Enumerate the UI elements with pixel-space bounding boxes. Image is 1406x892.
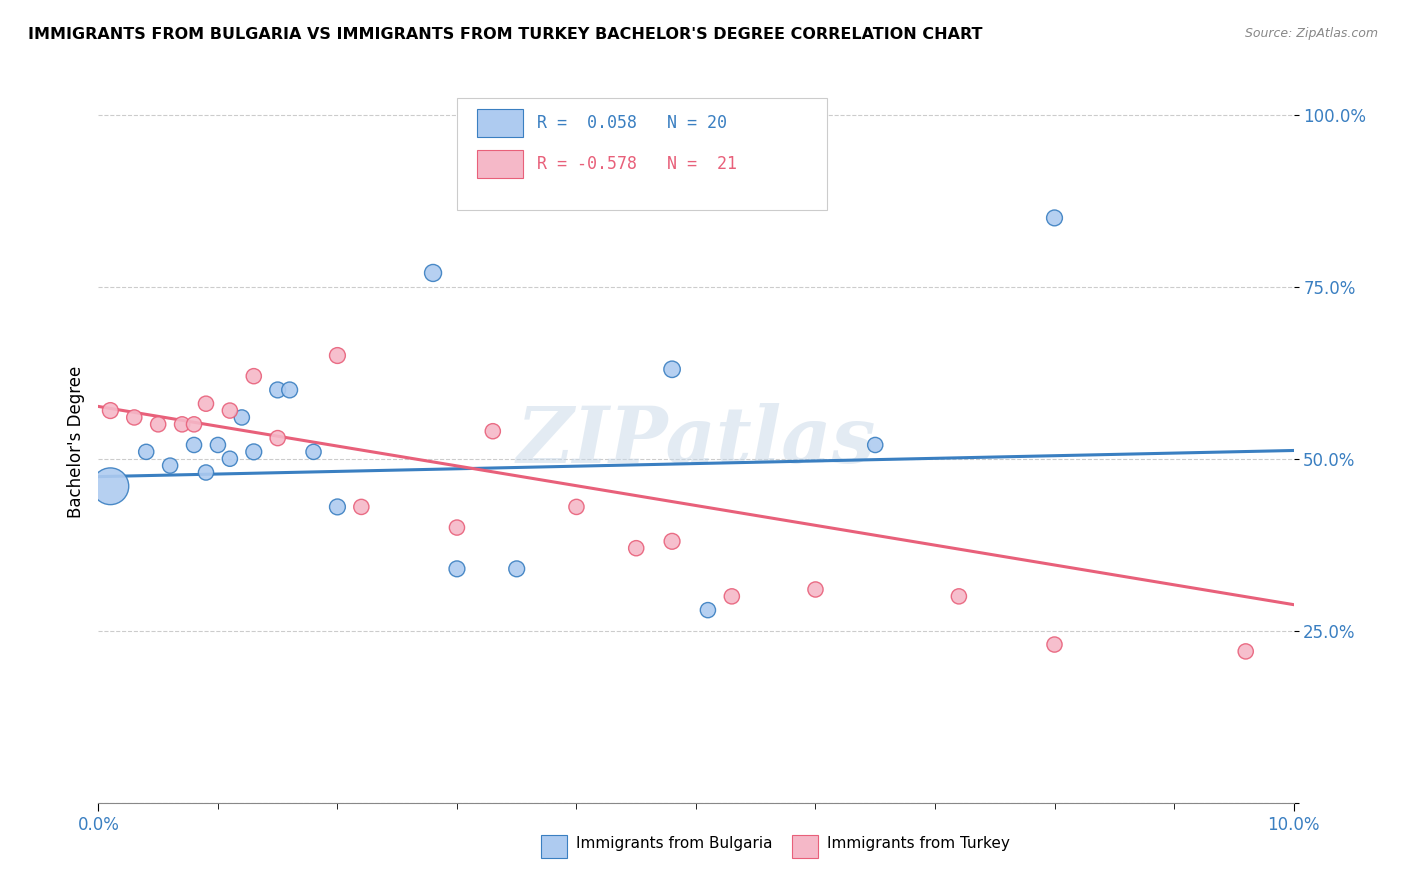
- Point: [626, 541, 648, 556]
- Bar: [477, 109, 523, 136]
- Point: [1043, 638, 1066, 652]
- Point: [243, 369, 266, 384]
- Text: Immigrants from Turkey: Immigrants from Turkey: [827, 836, 1011, 851]
- Bar: [477, 151, 523, 178]
- Point: [278, 383, 301, 397]
- Point: [350, 500, 373, 514]
- Text: R =  0.058   N = 20: R = 0.058 N = 20: [537, 114, 727, 132]
- Point: [183, 438, 205, 452]
- Point: [446, 562, 468, 576]
- Point: [183, 417, 205, 432]
- Point: [148, 417, 170, 432]
- Point: [422, 266, 444, 280]
- Text: ZIPatlas: ZIPatlas: [516, 403, 876, 480]
- Point: [326, 500, 349, 514]
- Point: [506, 562, 529, 576]
- Point: [302, 445, 325, 459]
- Point: [267, 383, 290, 397]
- Point: [1234, 644, 1257, 658]
- Bar: [541, 835, 567, 858]
- Point: [195, 466, 218, 480]
- Point: [135, 445, 157, 459]
- Point: [124, 410, 146, 425]
- Point: [326, 349, 349, 363]
- FancyBboxPatch shape: [457, 98, 827, 211]
- Point: [804, 582, 827, 597]
- Point: [697, 603, 720, 617]
- Point: [98, 479, 122, 493]
- Point: [865, 438, 887, 452]
- Text: Immigrants from Bulgaria: Immigrants from Bulgaria: [576, 836, 773, 851]
- Point: [195, 397, 218, 411]
- Point: [721, 590, 744, 604]
- Point: [172, 417, 194, 432]
- Point: [98, 403, 122, 417]
- Point: [565, 500, 588, 514]
- Point: [159, 458, 181, 473]
- Point: [482, 424, 505, 438]
- Text: Source: ZipAtlas.com: Source: ZipAtlas.com: [1244, 27, 1378, 40]
- Point: [661, 362, 683, 376]
- Point: [219, 403, 242, 417]
- Point: [231, 410, 253, 425]
- Text: R = -0.578   N =  21: R = -0.578 N = 21: [537, 155, 737, 173]
- Point: [267, 431, 290, 445]
- Bar: [792, 835, 818, 858]
- Point: [1043, 211, 1066, 225]
- Text: IMMIGRANTS FROM BULGARIA VS IMMIGRANTS FROM TURKEY BACHELOR'S DEGREE CORRELATION: IMMIGRANTS FROM BULGARIA VS IMMIGRANTS F…: [28, 27, 983, 42]
- Point: [243, 445, 266, 459]
- Y-axis label: Bachelor's Degree: Bachelor's Degree: [66, 366, 84, 517]
- Point: [948, 590, 970, 604]
- Point: [661, 534, 683, 549]
- Point: [207, 438, 229, 452]
- Point: [219, 451, 242, 466]
- Point: [446, 520, 468, 534]
